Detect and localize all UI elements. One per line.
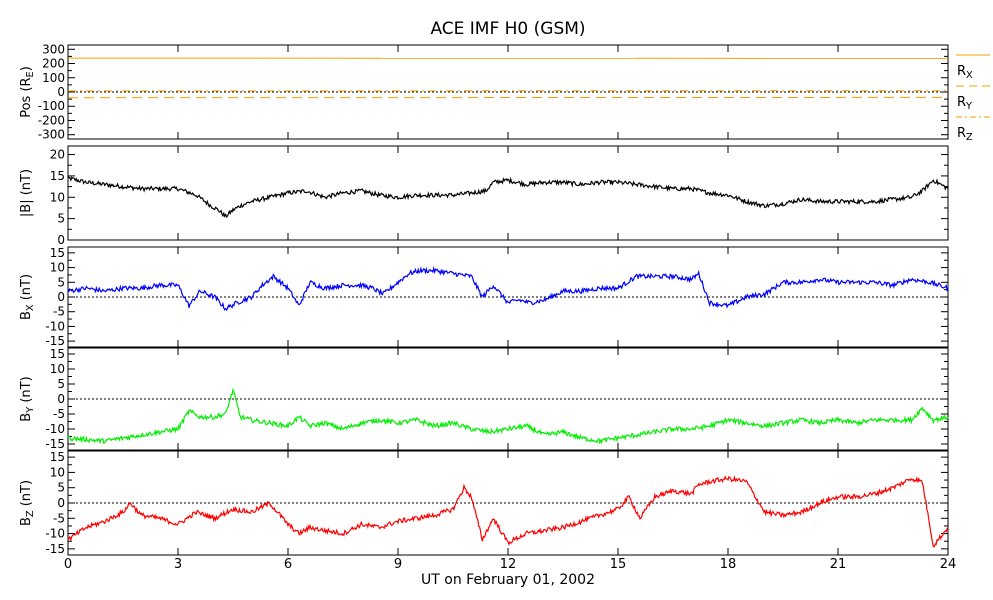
y-tick-label: 300 — [42, 42, 65, 56]
y-tick-label: -10 — [45, 319, 65, 333]
series-line — [67, 387, 949, 445]
y-tick-label: 10 — [50, 190, 65, 204]
y-tick-label: -5 — [53, 305, 65, 319]
y-tick-label: 10 — [50, 465, 65, 479]
y-axis-label: BX (nT) — [19, 274, 36, 320]
y-tick-label: 5 — [57, 377, 65, 391]
y-tick-label: 10 — [50, 362, 65, 376]
series-line — [67, 475, 949, 548]
y-tick-label: 0 — [57, 85, 65, 99]
x-tick-label: 3 — [174, 557, 182, 572]
y-tick-label: 200 — [42, 57, 65, 71]
x-tick-label: 12 — [500, 557, 517, 572]
y-tick-label: 20 — [50, 148, 65, 162]
x-tick-label: 24 — [940, 557, 957, 572]
y-tick-label: 15 — [50, 169, 65, 183]
y-tick-label: 100 — [42, 71, 65, 85]
x-axis-label: UT on February 01, 2002 — [421, 572, 595, 588]
x-axis: 0 3 6 9 12 15 18 21 24 — [64, 557, 956, 572]
y-tick-label: -200 — [38, 113, 65, 127]
y-tick-label: 10 — [50, 261, 65, 275]
y-axis-label: Pos (RE) — [19, 66, 36, 118]
x-tick-label: 0 — [64, 557, 72, 572]
panel-frame — [67, 145, 949, 241]
y-tick-label: -15 — [45, 542, 65, 556]
legend-label: RX — [957, 64, 973, 81]
y-axis-label: BZ (nT) — [19, 480, 36, 526]
y-tick-label: -15 — [45, 334, 65, 348]
x-tick-label: 21 — [830, 557, 847, 572]
y-tick-label: -100 — [38, 99, 65, 113]
y-axis-label: BY (nT) — [19, 376, 36, 421]
chart-title: ACE IMF H0 (GSM) — [430, 19, 585, 39]
series-line — [67, 175, 949, 218]
x-tick-label: 6 — [284, 557, 292, 572]
y-tick-label: -5 — [53, 407, 65, 421]
y-tick-label: 15 — [50, 347, 65, 361]
y-tick-label: 5 — [57, 275, 65, 289]
y-axis-label: |B| (nT) — [19, 169, 34, 217]
y-tick-label: -15 — [45, 437, 65, 451]
x-tick-label: 18 — [720, 557, 737, 572]
y-tick-label: 0 — [57, 290, 65, 304]
y-tick-label: -10 — [45, 422, 65, 436]
y-tick-label: 0 — [57, 233, 65, 247]
panel-2: 0 5 10 15 20 |B| (nT) — [19, 145, 949, 247]
y-tick-label: 5 — [57, 212, 65, 226]
legend-label: RZ — [957, 126, 973, 143]
legend: RX RY RZ — [956, 54, 990, 143]
y-tick-label: -300 — [38, 128, 65, 142]
y-tick-label: 0 — [57, 496, 65, 510]
y-tick-label: -10 — [45, 527, 65, 541]
x-tick-label: 15 — [610, 557, 627, 572]
y-tick-label: 15 — [50, 246, 65, 260]
y-tick-label: 0 — [57, 392, 65, 406]
y-tick-label: -5 — [53, 511, 65, 525]
y-tick-label: 15 — [50, 450, 65, 464]
x-tick-label: 9 — [394, 557, 402, 572]
y-tick-label: 5 — [57, 481, 65, 495]
legend-label: RY — [957, 95, 972, 112]
series-line — [68, 265, 949, 311]
